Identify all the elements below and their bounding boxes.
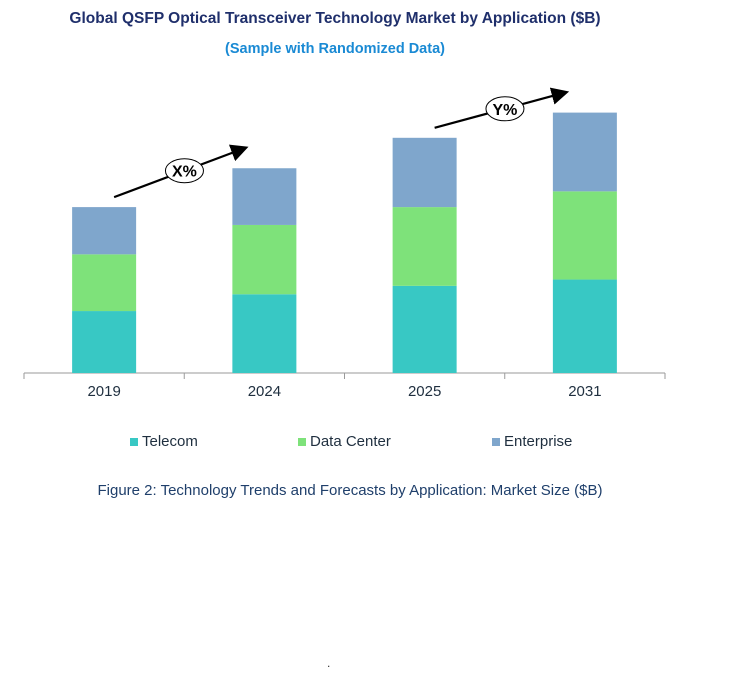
figure-caption: Figure 2: Technology Trends and Forecast… xyxy=(97,482,603,499)
chart-legend: Telecom Data Center Enterprise xyxy=(0,433,741,453)
legend-item-enterprise: Enterprise xyxy=(492,433,572,450)
growth-label-bubble-1 xyxy=(164,158,204,184)
growth-label-bubble-2 xyxy=(485,96,525,122)
x-tick-label-2025: 2025 xyxy=(408,383,441,400)
legend-item-telecom: Telecom xyxy=(130,433,198,450)
legend-swatch-data-center xyxy=(298,437,306,446)
x-tick-label-2019: 2019 xyxy=(87,383,120,400)
bar-data-center-2019 xyxy=(72,254,137,312)
legend-label-enterprise: Enterprise xyxy=(504,433,573,450)
legend-item-data-center: Data Center xyxy=(298,433,391,450)
legend-swatch-enterprise xyxy=(492,437,500,446)
x-tick-label-2024: 2024 xyxy=(248,383,281,400)
growth-label-2: Y% xyxy=(493,102,518,119)
legend-label-data-center: Data Center xyxy=(310,433,391,450)
bar-enterprise-2025 xyxy=(392,137,457,208)
chart-title: Global QSFP Optical Transceiver Technolo… xyxy=(69,10,601,27)
bar-telecom-2019 xyxy=(72,311,137,373)
x-tick-label-2031: 2031 xyxy=(568,383,601,400)
bar-enterprise-2031 xyxy=(552,112,617,192)
growth-label-1: X% xyxy=(172,164,197,181)
bar-data-center-2024 xyxy=(232,224,297,295)
bar-enterprise-2024 xyxy=(232,168,297,225)
bar-telecom-2031 xyxy=(552,279,617,373)
bar-telecom-2024 xyxy=(232,294,297,373)
bar-enterprise-2019 xyxy=(72,207,137,255)
bar-data-center-2031 xyxy=(552,191,617,280)
chart-subtitle: (Sample with Randomized Data) xyxy=(225,41,445,57)
bar-telecom-2025 xyxy=(392,285,457,373)
legend-label-telecom: Telecom xyxy=(142,433,198,450)
legend-swatch-telecom xyxy=(130,437,138,446)
footer-mark: . xyxy=(327,656,331,670)
bar-data-center-2025 xyxy=(392,207,457,286)
